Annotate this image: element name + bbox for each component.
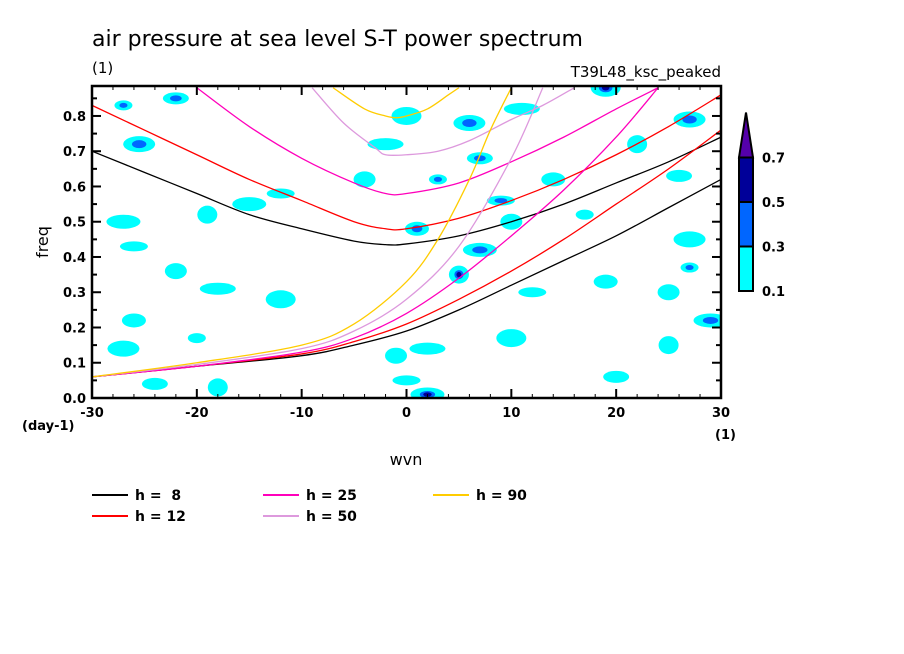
legend-label: h = 90 <box>476 488 527 504</box>
y-tick-label: 0.5 <box>63 216 86 231</box>
contour-blob-core <box>433 176 443 182</box>
contour-blob-core <box>119 102 128 108</box>
curve-kelvin-25 <box>92 87 659 378</box>
contour-blob-core <box>131 140 147 149</box>
x-tick-label: 0 <box>402 406 411 421</box>
curve-inertia-gravity-8 <box>92 136 721 246</box>
colorbar-label: 0.7 <box>762 152 785 167</box>
contour-fill-layer <box>106 86 721 398</box>
y-tick-label: 0.0 <box>63 392 86 407</box>
contour-blob-core <box>462 119 477 128</box>
contour-blob <box>199 282 236 295</box>
y-tick-label: 0.2 <box>63 321 86 336</box>
curve-inertia-gravity-90 <box>332 87 460 119</box>
contour-blob-core <box>494 198 508 204</box>
y-tick-label: 0.4 <box>63 251 86 266</box>
contour-blob-core <box>474 155 486 162</box>
curve-kelvin-12 <box>92 129 721 378</box>
colorbar-segment <box>738 156 754 203</box>
contour-blob <box>265 290 296 309</box>
contour-blob <box>119 241 148 252</box>
x-tick-label: -10 <box>290 406 314 421</box>
contour-blob <box>121 313 146 328</box>
curve-inertia-gravity-25 <box>196 87 659 196</box>
subtitle-right: T39L48_ksc_peaked <box>570 63 721 82</box>
contour-blob-core <box>170 95 182 102</box>
contour-blob <box>107 340 140 357</box>
contour-blob-core <box>702 316 719 324</box>
contour-blob <box>353 171 376 188</box>
contour-blob-core <box>682 115 697 124</box>
chart-title: air pressure at sea level S-T power spec… <box>92 27 583 52</box>
contour-blob <box>409 342 446 355</box>
contour-blob <box>367 138 404 151</box>
curve-kelvin-90 <box>92 87 512 378</box>
contour-blob <box>518 287 547 298</box>
curve-inertia-gravity-50 <box>311 87 575 157</box>
contour-blob-core <box>472 246 488 254</box>
contour-blob <box>541 172 566 187</box>
contour-blob <box>593 274 618 289</box>
y-tick-label: 0.3 <box>63 286 86 301</box>
y-axis: 0.0 0.1 0.2 0.3 0.4 0.5 0.6 0.7 0.8 <box>63 97 721 407</box>
contour-blob <box>164 263 187 280</box>
contour-blob <box>207 378 228 397</box>
colorbar: 0.1 0.3 0.5 0.7 <box>737 112 785 300</box>
contour-blob <box>666 169 693 182</box>
x-tick-label: -20 <box>185 406 209 421</box>
y-axis-label: freq <box>33 226 52 258</box>
contour-blob <box>603 370 630 383</box>
contour-blob <box>673 231 706 248</box>
x-tick-label: 20 <box>607 406 625 421</box>
contour-blob <box>392 375 421 386</box>
colorbar-segment <box>738 201 754 248</box>
contour-blob <box>232 197 267 212</box>
contour-blob <box>503 102 540 115</box>
contour-blob <box>106 214 141 229</box>
contour-blob <box>657 284 680 301</box>
contour-blob <box>197 205 218 224</box>
contour-blob <box>141 377 168 390</box>
colorbar-label: 0.3 <box>762 241 785 256</box>
colorbar-extend-arrow <box>737 112 755 159</box>
legend-label: h = 50 <box>306 509 357 525</box>
x-tick-label: -30 <box>80 406 104 421</box>
contour-blob <box>187 333 206 344</box>
curve-inertia-gravity-12 <box>92 94 721 231</box>
legend: h = 8 h = 12 h = 25 h = 50 h = 90 <box>92 488 527 525</box>
y-unit-label: (day-1) <box>22 419 74 434</box>
contour-blob <box>266 188 295 199</box>
x-axis: -30 -20 -10 0 10 20 30 <box>80 86 730 421</box>
curve-kelvin-50 <box>92 87 544 378</box>
plot-frame <box>90 84 723 400</box>
y-tick-label: 0.8 <box>63 110 86 125</box>
contour-blob-peak <box>456 271 462 278</box>
contour-blob <box>385 347 408 364</box>
contour-blob <box>496 329 527 348</box>
curve-kelvin-8 <box>92 178 721 378</box>
colorbar-segment <box>738 245 754 292</box>
legend-label: h = 12 <box>135 509 186 525</box>
subtitle-left: (1) <box>92 59 113 77</box>
x-axis-label: wvn <box>390 450 423 469</box>
y-tick-label: 0.6 <box>63 180 86 195</box>
y-tick-label: 0.7 <box>63 145 86 160</box>
x-tick-label: 10 <box>502 406 520 421</box>
dispersion-curves <box>92 87 721 378</box>
contour-blob-core <box>685 265 694 271</box>
colorbar-label: 0.1 <box>762 285 785 300</box>
y-tick-label: 0.1 <box>63 357 86 372</box>
x-tick-label: 30 <box>712 406 730 421</box>
contour-blob <box>658 336 679 355</box>
x-unit-label: (1) <box>715 428 736 443</box>
legend-label: h = 8 <box>135 488 181 504</box>
legend-label: h = 25 <box>306 488 357 504</box>
colorbar-label: 0.5 <box>762 196 785 211</box>
contour-blob <box>575 209 594 220</box>
